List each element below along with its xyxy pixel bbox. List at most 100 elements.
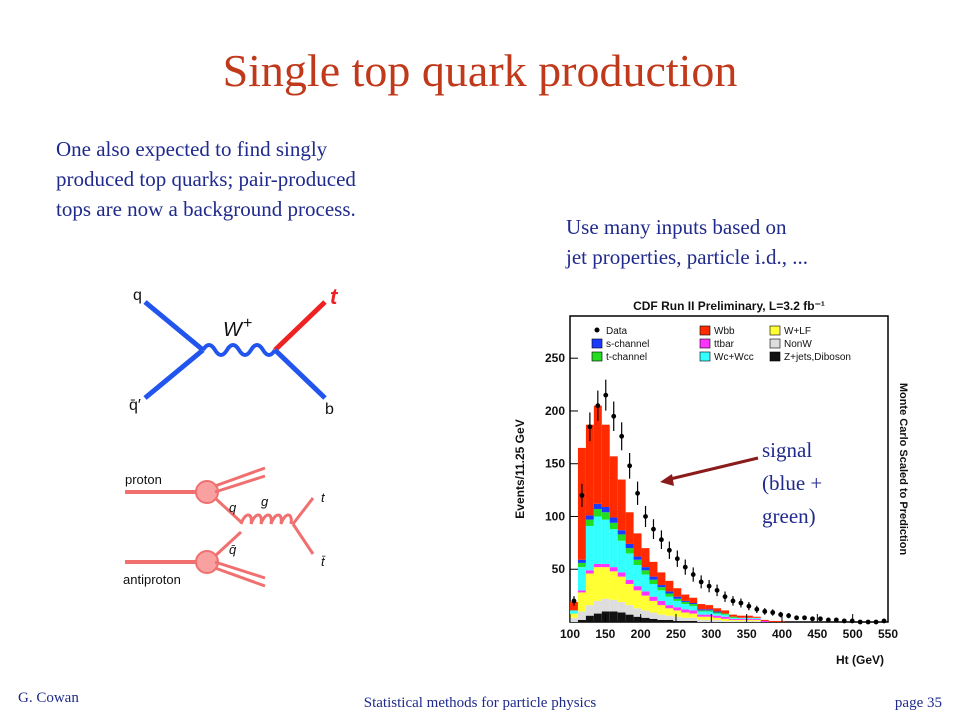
data-point (619, 433, 625, 439)
bar-s-channel (649, 576, 658, 580)
data-point (587, 424, 593, 430)
bar-z-jets-diboson (657, 619, 666, 622)
data-point (659, 537, 664, 543)
bar-t-channel (673, 598, 682, 601)
bar-w-lf (617, 576, 626, 602)
legend-swatch (699, 338, 711, 349)
x-axis-label: Ht (GeV) (836, 653, 884, 667)
bar-w-lf (752, 619, 761, 621)
antitop-line (291, 523, 315, 555)
legend-swatch (699, 351, 711, 362)
bar-ttbar (641, 591, 650, 596)
data-point (825, 617, 831, 623)
data-point (786, 613, 792, 619)
bar-t-channel (665, 593, 674, 597)
label-antiquark: q̄ (229, 542, 237, 557)
bar-wc-wcc (585, 525, 594, 571)
bar-wc-wcc (681, 604, 690, 610)
top-quark-line (273, 300, 327, 352)
bar-wbb (649, 561, 658, 577)
bar-wbb (585, 424, 594, 516)
signal-line: green) (762, 504, 816, 528)
label-top: t (321, 490, 326, 505)
bar-s-channel (625, 543, 634, 549)
bar-t-channel (625, 548, 634, 554)
data-point (746, 603, 752, 609)
y-tick-label: 150 (545, 457, 565, 471)
signal-arrow-shaft (665, 456, 759, 482)
legend-label: Data (606, 326, 628, 337)
bar-wc-wcc (570, 610, 578, 614)
bar-w-lf (744, 619, 753, 621)
bar-nonw (625, 605, 634, 615)
bar-w-lf (681, 612, 690, 618)
bar-ttbar (609, 567, 618, 572)
bar-ttbar (649, 596, 658, 601)
x-tick-label: 300 (701, 627, 721, 641)
data-point (674, 556, 680, 562)
bar-wbb (570, 601, 578, 611)
bar-nonw (689, 617, 698, 621)
bar-nonw (729, 620, 737, 622)
bar-wc-wcc (729, 617, 737, 619)
bar-s-channel (657, 585, 666, 588)
bar-ttbar (585, 570, 594, 574)
x-tick-label: 150 (595, 627, 615, 641)
bar-t-channel (713, 612, 722, 614)
bar-t-channel (609, 522, 618, 530)
antiquark-line (213, 530, 243, 558)
data-point (865, 619, 871, 625)
bar-nonw (633, 608, 642, 617)
bar-w-lf (657, 605, 666, 615)
bar-wbb (609, 456, 618, 518)
bar-wbb (633, 533, 642, 557)
quark-line (213, 496, 243, 524)
bar-w-lf (697, 616, 706, 620)
bar-ttbar (673, 607, 682, 611)
bar-wc-wcc (641, 574, 650, 592)
bar-wbb (681, 594, 690, 601)
bar-nonw (681, 617, 690, 621)
bar-t-channel (705, 610, 714, 612)
bar-w-lf (633, 590, 642, 609)
bar-wc-wcc (744, 617, 753, 619)
bar-s-channel (617, 530, 626, 535)
bar-nonw (752, 620, 761, 622)
bar-wc-wcc (617, 540, 626, 573)
data-point (722, 594, 728, 600)
bar-wbb (641, 548, 650, 568)
bar-wbb (593, 405, 602, 504)
bar-s-channel (689, 603, 698, 605)
bar-nonw (665, 615, 674, 620)
bar-wc-wcc (697, 611, 706, 615)
bar-s-channel (665, 591, 674, 594)
data-point (690, 572, 696, 577)
bar-w-lf (705, 616, 714, 620)
bar-wc-wcc (657, 590, 666, 601)
bar-ttbar (736, 618, 745, 620)
bar-ttbar (744, 618, 753, 620)
data-point (810, 616, 815, 622)
bar-w-lf (665, 608, 674, 616)
bar-ttbar (657, 600, 666, 606)
signal-arrow-head (660, 474, 674, 486)
bar-wc-wcc (713, 613, 722, 616)
legend-swatch (769, 325, 781, 336)
bar-wbb (736, 615, 745, 618)
bar-ttbar (697, 614, 706, 617)
bar-wc-wcc (593, 516, 602, 564)
bar-wbb (721, 610, 729, 614)
bar-nonw (609, 599, 618, 612)
bar-w-lf (601, 567, 610, 599)
bar-wbb (673, 588, 682, 597)
legend-label: W+LF (784, 326, 811, 337)
bar-z-jets-diboson (665, 619, 674, 622)
legend-label: s-channel (606, 339, 649, 350)
bar-ttbar (713, 615, 722, 618)
legend-swatch (591, 351, 603, 362)
x-tick-label: 400 (772, 627, 792, 641)
legend-swatch (699, 325, 711, 336)
bar-s-channel (697, 609, 706, 611)
label-qbar: q̄′ (129, 397, 141, 414)
bar-wbb (601, 424, 610, 507)
